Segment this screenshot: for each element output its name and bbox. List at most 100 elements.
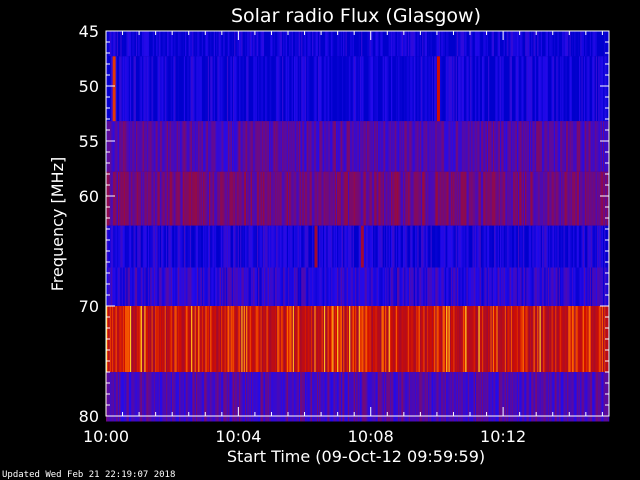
- heatmap-cell: [273, 225, 276, 268]
- heatmap-cell: [413, 31, 416, 57]
- heatmap-cell: [490, 306, 492, 372]
- heatmap-cell: [429, 267, 431, 306]
- heatmap-cell: [359, 372, 362, 422]
- heatmap-cell: [486, 267, 489, 306]
- heatmap-cell: [191, 31, 193, 57]
- heatmap-cell: [604, 31, 606, 57]
- heatmap-cell: [540, 31, 543, 57]
- heatmap-cell: [520, 306, 522, 372]
- heatmap-cell: [295, 225, 297, 268]
- heatmap-cell: [387, 306, 389, 372]
- heatmap-cell: [374, 372, 376, 422]
- heatmap-cell: [489, 225, 491, 268]
- heatmap-cell: [229, 372, 231, 422]
- heatmap-cell: [341, 372, 344, 422]
- heatmap-cell: [308, 56, 310, 122]
- heatmap-cell: [261, 171, 264, 226]
- heatmap-cell: [345, 306, 348, 372]
- heatmap-cell: [311, 267, 314, 306]
- heatmap-cell: [585, 121, 587, 172]
- heatmap-cell: [363, 121, 365, 172]
- heatmap-cell: [121, 56, 124, 122]
- heatmap-cell: [454, 372, 457, 422]
- heatmap-cell: [411, 56, 413, 122]
- heatmap-cell: [599, 121, 601, 172]
- heatmap-cell: [294, 225, 296, 268]
- heatmap-cell: [335, 225, 338, 268]
- heatmap-cell: [488, 225, 490, 268]
- heatmap-cell: [547, 306, 550, 372]
- heatmap-cell: [285, 56, 288, 122]
- heatmap-cell: [270, 306, 272, 372]
- heatmap-cell: [399, 56, 401, 122]
- heatmap-cell: [296, 225, 298, 268]
- heatmap-cell: [133, 31, 136, 57]
- heatmap-cell: [568, 121, 570, 172]
- heatmap-cell: [549, 121, 551, 172]
- heatmap-cell: [495, 121, 497, 172]
- heatmap-cell: [177, 171, 180, 226]
- heatmap-cell: [480, 56, 483, 122]
- heatmap-cell: [410, 56, 412, 122]
- heatmap-cell: [213, 225, 216, 268]
- heatmap-cell: [255, 225, 258, 268]
- heatmap-cell: [489, 306, 491, 372]
- heatmap-cell: [242, 225, 245, 268]
- heatmap-cell: [585, 306, 587, 372]
- heatmap-cell: [483, 372, 485, 422]
- heatmap-cell: [484, 31, 486, 57]
- heatmap-cell: [434, 306, 436, 372]
- heatmap-cell: [326, 171, 328, 226]
- heatmap-cell: [454, 31, 457, 57]
- heatmap-cell: [567, 267, 569, 306]
- heatmap-cell: [152, 56, 155, 122]
- heatmap-cell: [254, 171, 256, 226]
- heatmap-cell: [167, 171, 169, 226]
- heatmap-cell: [162, 267, 164, 306]
- heatmap-cell: [177, 372, 180, 422]
- heatmap-cell: [594, 56, 597, 122]
- heatmap-cell: [595, 171, 598, 226]
- heatmap-cell: [297, 267, 300, 306]
- heatmap-cell: [440, 372, 442, 422]
- heatmap-cell: [224, 306, 227, 372]
- heatmap-cell: [579, 267, 581, 306]
- heatmap-cell: [322, 171, 325, 226]
- heatmap-cell: [187, 225, 189, 268]
- heatmap-cell: [500, 267, 502, 306]
- heatmap-cell: [250, 121, 253, 172]
- heatmap-cell: [109, 225, 112, 268]
- heatmap-cell: [244, 171, 247, 226]
- heatmap-cell: [174, 121, 176, 172]
- heatmap-cell: [276, 267, 278, 306]
- heatmap-cell: [127, 171, 130, 226]
- heatmap-cell: [242, 56, 245, 122]
- heatmap-cell: [513, 267, 515, 306]
- heatmap-cell: [319, 121, 321, 172]
- heatmap-cell: [323, 372, 326, 422]
- heatmap-cell: [468, 31, 471, 57]
- heatmap-cell: [290, 267, 292, 306]
- heatmap-cell: [253, 225, 255, 268]
- heatmap-cell: [132, 372, 134, 422]
- heatmap-cell: [146, 121, 149, 172]
- heatmap-cell: [146, 31, 149, 57]
- heatmap-cell: [459, 267, 461, 306]
- heatmap-cell: [484, 225, 486, 268]
- heatmap-cell: [268, 56, 271, 122]
- heatmap-cell: [213, 121, 216, 172]
- heatmap-cell: [108, 171, 110, 226]
- heatmap-cell: [523, 267, 526, 306]
- heatmap-cell: [137, 56, 139, 122]
- heatmap-cell: [417, 267, 419, 306]
- heatmap-cell: [414, 171, 417, 226]
- heatmap-cell: [317, 225, 320, 268]
- heatmap-cell: [362, 267, 364, 306]
- heatmap-cell: [125, 171, 127, 226]
- heatmap-cell: [404, 31, 406, 57]
- heatmap-cell: [356, 372, 358, 422]
- heatmap-cell: [529, 225, 532, 268]
- heatmap-cell: [562, 56, 564, 122]
- heatmap-cell: [459, 306, 461, 372]
- heatmap-cell: [552, 372, 555, 422]
